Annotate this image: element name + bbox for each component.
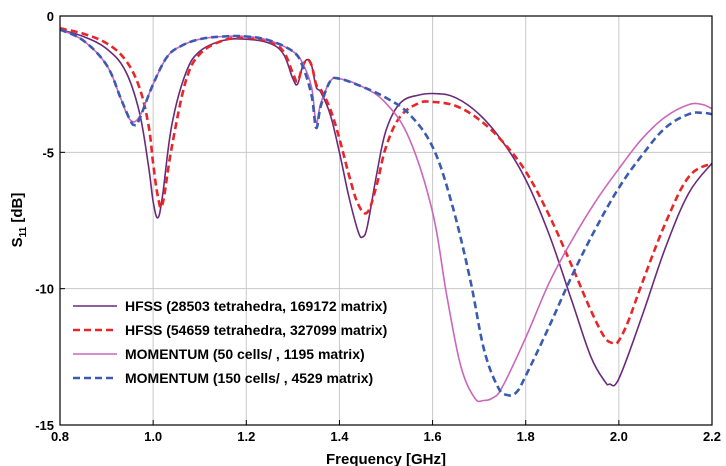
y-axis-title-subscript: 11	[18, 226, 29, 237]
x-tick-label: 2.0	[610, 429, 628, 444]
series-line-2	[59, 27, 713, 345]
x-axis-title: Frequency [GHz]	[326, 451, 446, 466]
legend-label-1: HFSS (28503 tetrahedra, 169172 matrix)	[125, 298, 387, 314]
series-layer	[59, 27, 713, 403]
x-tick-label: 1.6	[424, 429, 442, 444]
y-axis-title-main: S	[9, 237, 26, 247]
y-tick-label: -10	[35, 282, 54, 297]
series-line-4	[59, 28, 713, 397]
legend: HFSS (28503 tetrahedra, 169172 matrix) HF…	[73, 298, 387, 386]
y-tick-label: -5	[42, 145, 54, 160]
x-tick-label: 2.2	[703, 429, 721, 444]
legend-label-4: MOMENTUM (150 cells/ , 4529 matrix)	[125, 370, 373, 386]
x-tick-label: 1.0	[144, 429, 162, 444]
y-tick-label: -15	[35, 418, 54, 433]
y-tick-label: 0	[47, 9, 54, 24]
x-tick-label: 0.8	[51, 429, 69, 444]
legend-label-3: MOMENTUM (50 cells/ , 1195 matrix)	[125, 346, 365, 362]
x-tick-label: 1.8	[517, 429, 535, 444]
plot-frame	[59, 15, 713, 426]
x-tick-label: 1.2	[237, 429, 255, 444]
x-tick-label: 1.4	[330, 429, 349, 444]
ticks: 0.8 1.0 1.2 1.4 1.6 1.8 2.0 2.2 0 -5 -10 -15	[35, 9, 721, 444]
legend-label-2: HFSS (54659 tetrahedra, 327099 matrix)	[125, 322, 387, 338]
y-axis-title: S11 [dB]	[9, 193, 29, 248]
plot-background	[60, 16, 712, 425]
series-line-1	[59, 28, 713, 387]
grid	[60, 16, 712, 425]
y-axis-title-unit: [dB]	[9, 193, 26, 227]
